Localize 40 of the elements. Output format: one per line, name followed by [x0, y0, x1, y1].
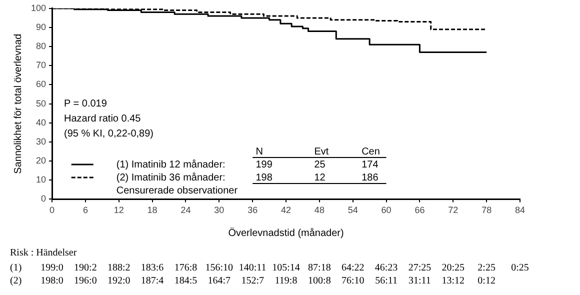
y-tick-label: 100 — [30, 2, 46, 13]
x-tick-label: 6 — [82, 205, 88, 216]
text: 199 25 174 — [256, 159, 378, 170]
text: Risk : Händelser — [10, 248, 78, 259]
y-tick-label: 20 — [36, 156, 46, 166]
text: (1) 199:0 190:2 188:2 183:6 176:8 156:10 140:11 105:14 87:18 64:22 46:23 27:25 20:25 2:25 0:25 — [10, 262, 529, 274]
annotation: Censurerade observationer — [116, 185, 238, 196]
x-tick-label: 24 — [180, 205, 191, 216]
x-tick-label: 12 — [114, 205, 124, 216]
x-tick-label: 18 — [147, 205, 158, 216]
x-tick-label: 72 — [448, 205, 458, 216]
x-tick-label: 30 — [214, 205, 224, 216]
text: N Evt Cen — [256, 146, 380, 158]
x-tick-label: 84 — [514, 205, 526, 216]
x-tick-label: 36 — [248, 205, 258, 216]
x-tick-label: 42 — [281, 205, 292, 216]
annotation: (95 % KI, 0,22-0,89) — [64, 128, 154, 140]
y-tick-label: 80 — [36, 41, 46, 52]
text: 198 12 186 — [256, 172, 378, 184]
y-tick-label: 90 — [36, 22, 46, 32]
y-tick-label: 70 — [36, 60, 46, 70]
x-tick-label: 0 — [50, 205, 55, 216]
x-tick-label: 54 — [348, 205, 358, 216]
y-tick-label: 50 — [36, 98, 46, 108]
text: (2) 198:0 196:0 192:0 187:4 184:5 164:7 152:7 119:8 100:8 76:10 56:11 31:11 13:12 0:12 — [10, 276, 496, 287]
x-tick-label: 48 — [314, 205, 324, 216]
y-tick-label: 40 — [36, 117, 46, 128]
legend-label: (2) Imatinib 36 månader: — [116, 171, 226, 184]
y-tick-label: 60 — [36, 79, 46, 90]
x-axis-title: Överlevnadstid (månader) — [228, 226, 344, 239]
y-tick-label: 30 — [36, 136, 46, 146]
y-tick-label: 0 — [41, 194, 46, 204]
annotation: Hazard ratio 0.45 — [64, 114, 142, 125]
y-axis-title: Sannolikhet för total överlevnad — [12, 34, 24, 174]
x-tick-label: 78 — [482, 205, 492, 216]
x-tick-label: 66 — [414, 205, 425, 216]
legend-label: (1) Imatinib 12 månader: — [116, 158, 226, 170]
y-tick-label: 10 — [36, 174, 46, 185]
x-tick-label: 60 — [381, 205, 392, 216]
annotation: P = 0.019 — [64, 98, 108, 110]
